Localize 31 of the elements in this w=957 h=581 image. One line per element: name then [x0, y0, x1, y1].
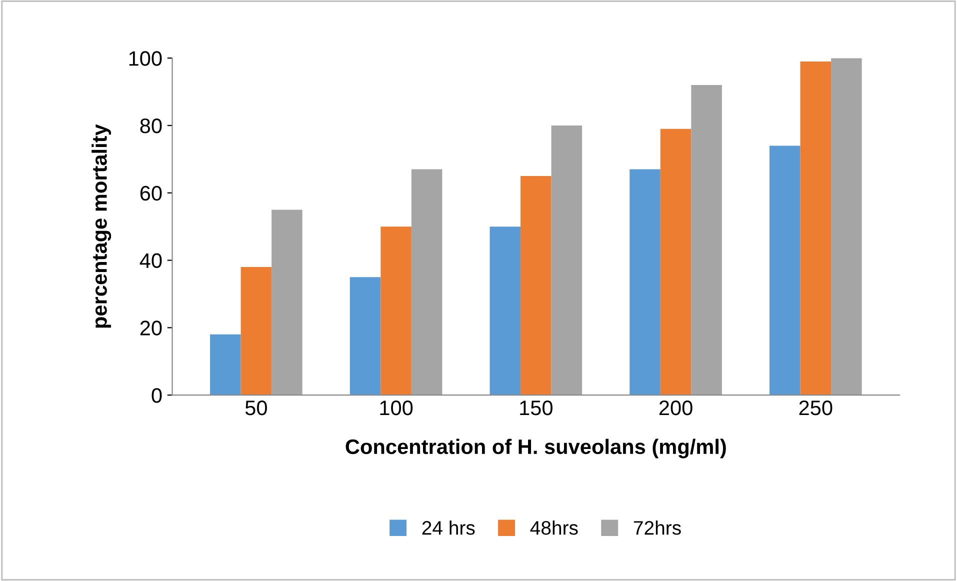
bar [831, 58, 862, 396]
bar [380, 226, 412, 396]
legend-label: 48hrs [530, 520, 578, 535]
x-tick-label: 150 [520, 400, 552, 416]
legend-label: 24 hrs [422, 520, 475, 535]
bar [630, 169, 660, 396]
y-tick-label: 60 [140, 186, 162, 201]
x-tick-label: 250 [799, 400, 832, 416]
bar [691, 85, 722, 396]
bar [411, 169, 442, 396]
legend-label: 72hrs [634, 520, 681, 535]
y-axis-title: percentage mortality [92, 124, 112, 328]
bar [800, 61, 832, 396]
y-tick-label: 100 [129, 51, 162, 66]
bar [272, 210, 302, 396]
y-tick-label: 0 [152, 388, 162, 403]
y-tick-label: 80 [140, 118, 162, 134]
bar [770, 146, 800, 396]
bar [210, 334, 241, 396]
x-tick-label: 50 [245, 400, 267, 416]
bar [660, 128, 692, 396]
x-tick-label: 200 [659, 400, 692, 416]
bar [551, 125, 582, 396]
y-tick-label: 20 [140, 320, 162, 336]
bar [520, 176, 552, 396]
x-axis-title: Concentration of H. suveolans (mg/ml) [346, 438, 726, 458]
y-tick-label: 40 [140, 253, 162, 268]
x-tick-label: 100 [380, 400, 413, 416]
bar [490, 226, 521, 396]
bar [350, 277, 381, 396]
bar [240, 267, 272, 396]
